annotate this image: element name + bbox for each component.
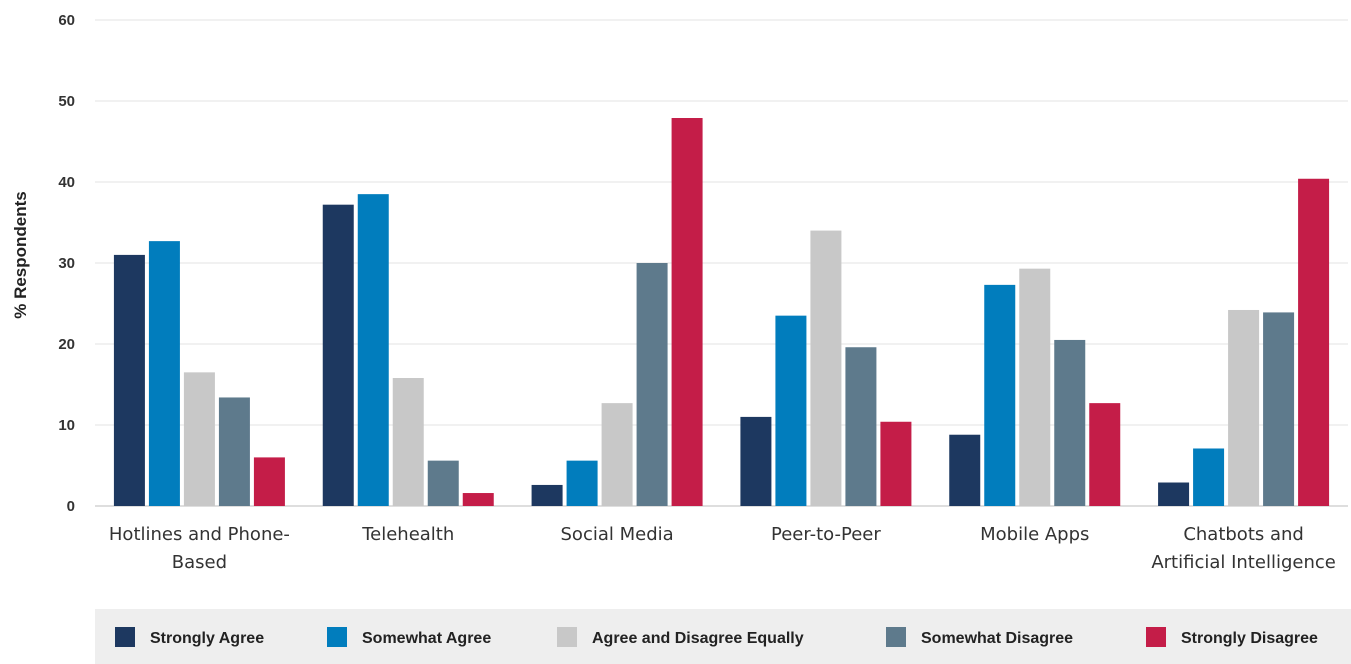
x-tick-label: Peer-to-Peer <box>771 524 881 545</box>
bar <box>357 194 389 506</box>
grid-lines <box>95 19 1348 507</box>
bar <box>1054 339 1086 506</box>
bar <box>1019 268 1051 506</box>
legend-swatch <box>327 627 347 647</box>
x-axis-ticks: Hotlines and Phone- Based Telehealth Social… <box>109 524 1336 573</box>
bar <box>113 254 145 506</box>
x-tick-label: Artificial Intelligence <box>1151 552 1336 573</box>
bar <box>392 378 424 506</box>
legend-label: Somewhat Disagree <box>921 630 1073 647</box>
legend-swatch <box>115 627 135 647</box>
legend-background <box>95 609 1351 664</box>
y-tick-label: 20 <box>58 336 75 353</box>
bar <box>1089 403 1121 506</box>
x-tick-label: Social Media <box>561 524 674 545</box>
bar <box>1193 448 1225 506</box>
legend-label: Somewhat Agree <box>362 630 491 647</box>
bars <box>113 118 1330 506</box>
y-axis-ticks: 0 10 20 30 40 50 60 <box>58 12 75 515</box>
bar <box>462 493 494 506</box>
legend-label: Strongly Agree <box>150 630 264 647</box>
bar <box>949 434 981 506</box>
y-tick-label: 0 <box>67 498 75 515</box>
bar <box>671 118 703 506</box>
y-tick-label: 50 <box>58 93 75 110</box>
bar <box>880 421 912 506</box>
legend: Strongly Agree Somewhat Agree Agree and Di… <box>115 627 1318 647</box>
bar <box>427 460 459 506</box>
y-tick-label: 60 <box>58 12 75 29</box>
x-tick-label: Mobile Apps <box>980 524 1089 545</box>
bar <box>845 347 877 506</box>
x-tick-label: Based <box>172 552 227 573</box>
bar <box>253 457 285 506</box>
x-tick-label: Chatbots and <box>1183 524 1304 545</box>
bar <box>1158 482 1190 506</box>
y-tick-label: 10 <box>58 417 75 434</box>
bar <box>1228 309 1260 506</box>
bar <box>183 372 215 506</box>
bar <box>1298 178 1330 506</box>
legend-label: Strongly Disagree <box>1181 630 1318 647</box>
y-axis-label: % Respondents <box>11 191 30 319</box>
bar <box>148 241 180 506</box>
x-tick-label: Hotlines and Phone- <box>109 524 290 545</box>
legend-swatch <box>886 627 906 647</box>
bar <box>775 315 807 506</box>
bar <box>740 416 772 506</box>
bar <box>531 484 563 506</box>
bar <box>984 284 1016 506</box>
y-tick-label: 30 <box>58 255 75 272</box>
y-tick-label: 40 <box>58 174 75 191</box>
x-tick-label: Telehealth <box>361 524 454 545</box>
bar <box>322 204 354 506</box>
bar <box>636 263 668 506</box>
bar <box>1263 312 1295 506</box>
bar <box>810 230 842 506</box>
legend-swatch <box>1146 627 1166 647</box>
bar <box>566 460 598 506</box>
legend-label: Agree and Disagree Equally <box>592 630 804 647</box>
bar <box>601 403 633 506</box>
legend-swatch <box>557 627 577 647</box>
bar <box>218 397 250 506</box>
